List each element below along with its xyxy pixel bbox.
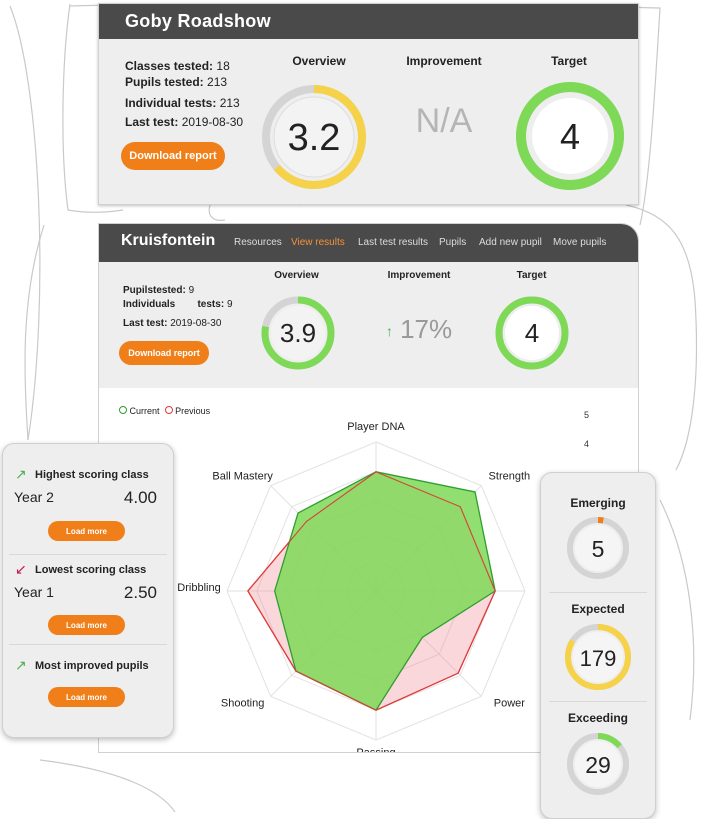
app-logo: Kruisfontein — [121, 232, 216, 249]
emerging-gauge: 5 — [567, 517, 629, 579]
up-arrow-icon: ↑ — [385, 323, 393, 340]
expected-value: 179 — [580, 646, 617, 671]
radar-chart: Player DNAStrengthAgPowerPassingShooting… — [177, 410, 589, 752]
attainment-bands-panel: Emerging 5 Expected 179 Exceeding 29 — [540, 472, 656, 819]
target-gauge: 4 — [516, 82, 624, 190]
highest-score: 4.00 — [123, 488, 157, 507]
exceeding-title: Exceeding — [567, 711, 629, 725]
improvement-title: Improvement — [387, 270, 451, 281]
trend-up-icon: ↗ — [15, 466, 27, 482]
series-previous-outline — [247, 471, 496, 711]
divider — [549, 701, 647, 702]
pupils-tested: Pupilstested: 9 — [123, 285, 195, 296]
overview-gauge: 3.2 — [262, 85, 366, 189]
axis-label: Shooting — [221, 697, 264, 709]
trend-down-icon: ↙ — [15, 561, 27, 577]
target-title: Target — [516, 270, 547, 281]
lowest-score: 2.50 — [123, 583, 157, 602]
exceeding-gauge: 29 — [567, 733, 629, 795]
load-more-improved-button[interactable]: Load more — [48, 687, 125, 707]
overview-gauge: 3.9 — [261, 296, 335, 370]
axis-label: Ball Mastery — [212, 471, 273, 483]
nav-add-new-pupil[interactable]: Add new pupil — [479, 237, 542, 248]
expected-title: Expected — [571, 602, 625, 616]
highest-class: Year 2 — [14, 489, 54, 505]
overview-value: 3.2 — [288, 117, 341, 159]
current-legend-marker — [119, 406, 127, 414]
axis-label: Passing — [356, 747, 395, 752]
target-title: Target — [551, 54, 587, 68]
scale-tick: 5 — [584, 410, 589, 420]
axis-label: Dribbling — [177, 582, 220, 594]
divider — [9, 554, 167, 555]
nav-move-pupils[interactable]: Move pupils — [553, 237, 607, 248]
download-report-button[interactable]: Download report — [121, 142, 225, 170]
nav-last-test-results[interactable]: Last test results — [358, 237, 429, 248]
exceeding-value: 29 — [585, 752, 611, 778]
trend-up-icon: ↗ — [15, 657, 27, 673]
individual-tests: Individuals tests: 9 — [123, 299, 233, 310]
emerging-value: 5 — [592, 536, 605, 562]
divider — [549, 592, 647, 593]
last-test: Last test: 2019-08-30 — [123, 318, 222, 329]
legend-current: Current — [129, 406, 160, 416]
nav-pupils[interactable]: Pupils — [439, 237, 467, 248]
stats-panel: Pupilstested: 9 Individuals tests: 9 Las… — [99, 262, 638, 388]
emerging-title: Emerging — [570, 496, 626, 510]
improved-title: Most improved pupils — [35, 660, 149, 672]
pupils-tested: Pupils tested: 213 — [125, 75, 228, 89]
class-highlights-panel: ↗ Highest scoring class Year 2 4.00 Load… — [2, 443, 174, 738]
expected-gauge: 179 — [565, 624, 631, 690]
axis-label: Strength — [489, 471, 531, 483]
overview-title: Overview — [274, 270, 319, 281]
individual-tests: Individual tests: 213 — [125, 96, 240, 110]
school-title: Goby Roadshow — [125, 11, 271, 31]
axis-label: Player DNA — [347, 421, 405, 433]
nav-resources[interactable]: Resources — [234, 237, 282, 248]
previous-legend-marker — [164, 406, 173, 414]
overview-title: Overview — [292, 54, 346, 68]
highest-title: Highest scoring class — [35, 469, 149, 481]
target-value: 4 — [560, 116, 580, 157]
legend-previous: Previous — [175, 406, 211, 416]
load-more-highest-button[interactable]: Load more — [48, 521, 125, 541]
last-test: Last test: 2019-08-30 — [125, 115, 244, 129]
school-summary-card: Goby Roadshow Classes tested: 18 Pupils … — [98, 3, 639, 205]
overview-value: 3.9 — [280, 318, 316, 348]
scale-tick: 4 — [584, 439, 589, 449]
card-header: Goby Roadshow — [99, 4, 638, 39]
series-current — [274, 471, 496, 712]
nav-view-results[interactable]: View results — [291, 237, 345, 248]
nav-bar: Kruisfontein Resources View results Last… — [99, 224, 638, 262]
lowest-title: Lowest scoring class — [35, 564, 147, 576]
divider — [9, 644, 167, 645]
improvement-readout: ↑ 17% — [385, 314, 453, 344]
axis-label: Power — [494, 697, 526, 709]
target-gauge: 4 — [495, 296, 569, 370]
improvement-title: Improvement — [406, 54, 482, 68]
target-value: 4 — [525, 318, 539, 348]
improvement-value: N/A — [415, 102, 473, 140]
load-more-lowest-button[interactable]: Load more — [48, 615, 125, 635]
chart-legend: Current Previous — [119, 406, 210, 416]
download-report-button[interactable]: Download report — [119, 341, 209, 365]
lowest-class: Year 1 — [14, 584, 54, 600]
classes-tested: Classes tested: 18 — [125, 59, 230, 73]
